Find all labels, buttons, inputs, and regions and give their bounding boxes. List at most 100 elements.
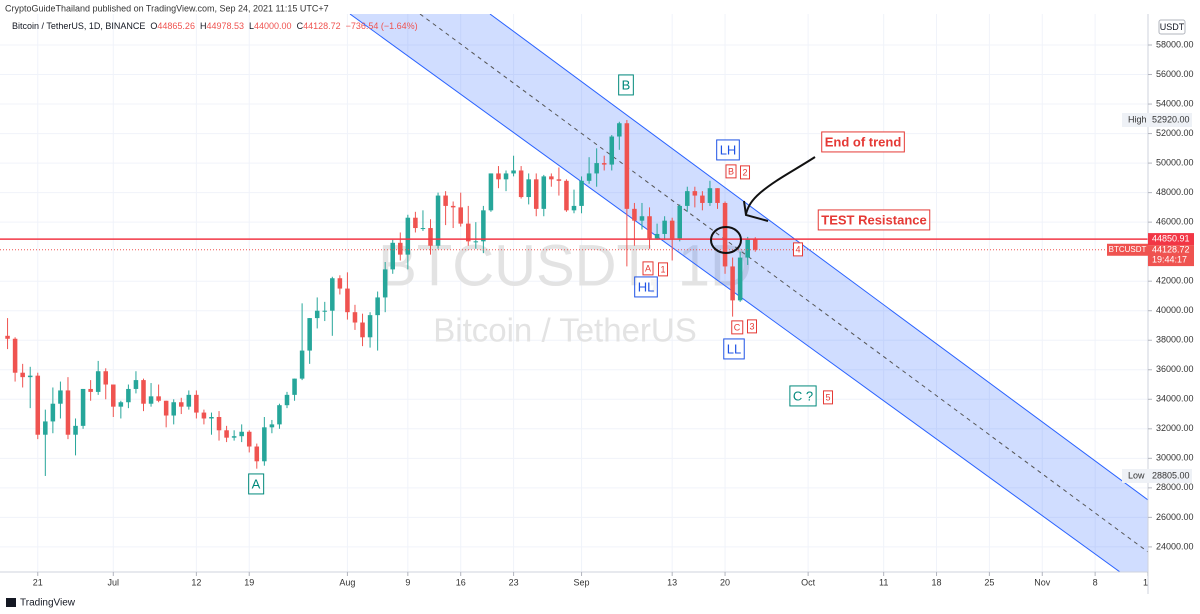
candle-body — [50, 403, 56, 422]
y-tick-label: 42000.00 — [1156, 276, 1194, 286]
candle-body — [443, 195, 448, 206]
channel-median — [419, 14, 1148, 553]
y-tick-label: 40000.00 — [1156, 305, 1194, 315]
candle-body — [35, 375, 41, 435]
annotation: LH — [716, 139, 740, 161]
annotation-box — [746, 319, 758, 334]
candle-body — [239, 431, 244, 437]
annotation: TEST Resistance — [817, 209, 931, 231]
x-tick-label: 23 — [509, 577, 519, 587]
y-tick-label: 24000.00 — [1156, 541, 1194, 551]
candle-body — [503, 173, 509, 180]
hand-arrow-head — [743, 200, 769, 222]
candle-body — [314, 310, 320, 319]
last-price-box — [1148, 245, 1194, 267]
candle-body — [337, 278, 343, 289]
candle-body — [194, 394, 199, 413]
candle-body — [246, 431, 252, 447]
annotation-text: 3 — [749, 321, 754, 331]
candle-body — [745, 238, 750, 258]
y-tick-label: 54000.00 — [1156, 98, 1194, 108]
resistance-price-box — [1148, 233, 1194, 246]
x-tick-label: 20 — [720, 577, 730, 587]
annotation-text: 2 — [742, 167, 747, 177]
candle-body — [450, 205, 456, 208]
candle-body — [541, 176, 547, 209]
y-tick-label: 48000.00 — [1156, 187, 1194, 197]
candle-body — [95, 371, 101, 392]
candle-body — [700, 195, 705, 203]
candle-body — [186, 394, 192, 407]
countdown: 19:44:17 — [1152, 254, 1187, 264]
candle-body — [352, 312, 358, 323]
y-tick-label: 30000.00 — [1156, 453, 1194, 463]
last-price: 44128.72 — [1152, 244, 1190, 254]
annotation-box — [618, 74, 634, 96]
candle-body — [458, 207, 463, 224]
annotation: 5 — [822, 390, 834, 405]
hand-circle — [710, 226, 742, 254]
candle-body — [20, 372, 25, 378]
annotation: B — [618, 74, 634, 96]
candle-body — [103, 371, 109, 385]
annotation-box — [789, 385, 817, 407]
x-tick-label: 8 — [1093, 577, 1098, 587]
x-tick-label: Sep — [574, 577, 590, 587]
candle-body — [12, 338, 18, 373]
candle-body — [473, 241, 479, 243]
annotation-box — [657, 262, 669, 277]
annotation: A — [248, 473, 265, 495]
channel-upper — [489, 14, 1148, 501]
candle-body — [737, 257, 743, 301]
x-tick-label: 18 — [932, 577, 942, 587]
candle-body — [5, 335, 10, 339]
currency: USDT — [1160, 22, 1185, 32]
candle-body — [133, 380, 139, 389]
status-value: 44865.26 — [157, 21, 195, 31]
symbol-title: Bitcoin / TetherUS, 1D, BINANCE — [12, 21, 145, 31]
channel-band — [350, 14, 1148, 572]
candle-body — [299, 350, 305, 379]
y-tick-label: 26000.00 — [1156, 512, 1194, 522]
candle-body — [148, 396, 154, 404]
candle-body — [707, 188, 713, 203]
candle-body — [269, 424, 275, 428]
candle-body — [330, 278, 335, 311]
candle-body — [481, 210, 486, 242]
candle-body — [413, 217, 418, 229]
candle-body — [216, 417, 222, 431]
candle-body — [586, 173, 592, 181]
candle-body — [435, 195, 441, 246]
annotation: 3 — [746, 319, 758, 334]
candle-body — [654, 233, 660, 239]
x-tick-label: Nov — [1034, 577, 1051, 587]
candle-body — [692, 191, 698, 196]
annotation-box — [792, 242, 804, 257]
candle-body — [360, 322, 365, 338]
annotation-text: LL — [727, 341, 741, 356]
status-value: 44128.72 — [303, 21, 341, 31]
axis-labels-layer: High 52920.00 Low 28805.00 44850.9144128.721… — [1107, 112, 1194, 483]
y-tick-label: 34000.00 — [1156, 394, 1194, 404]
candle-body — [141, 380, 146, 404]
candle-body — [488, 173, 494, 211]
candle-body — [292, 378, 297, 395]
candle-body — [284, 394, 290, 406]
candle-body — [171, 402, 176, 416]
annotation-box — [725, 164, 737, 179]
candle-body — [579, 180, 584, 206]
symbol-status: Bitcoin / TetherUS, 1D, BINANCE O44865.26… — [12, 21, 418, 31]
annotation-text: HL — [638, 279, 655, 294]
annotation: LL — [723, 338, 745, 360]
candle-body — [224, 430, 229, 438]
x-tick-label: 25 — [984, 577, 994, 587]
annotation-text: End of trend — [825, 134, 902, 149]
annotation: 1 — [657, 262, 669, 277]
candle-body — [73, 425, 78, 435]
annotation-box — [634, 276, 658, 298]
candle-body — [277, 405, 282, 425]
candle-body — [496, 173, 501, 180]
candles-layer — [5, 119, 758, 476]
annotation: C — [731, 320, 744, 335]
